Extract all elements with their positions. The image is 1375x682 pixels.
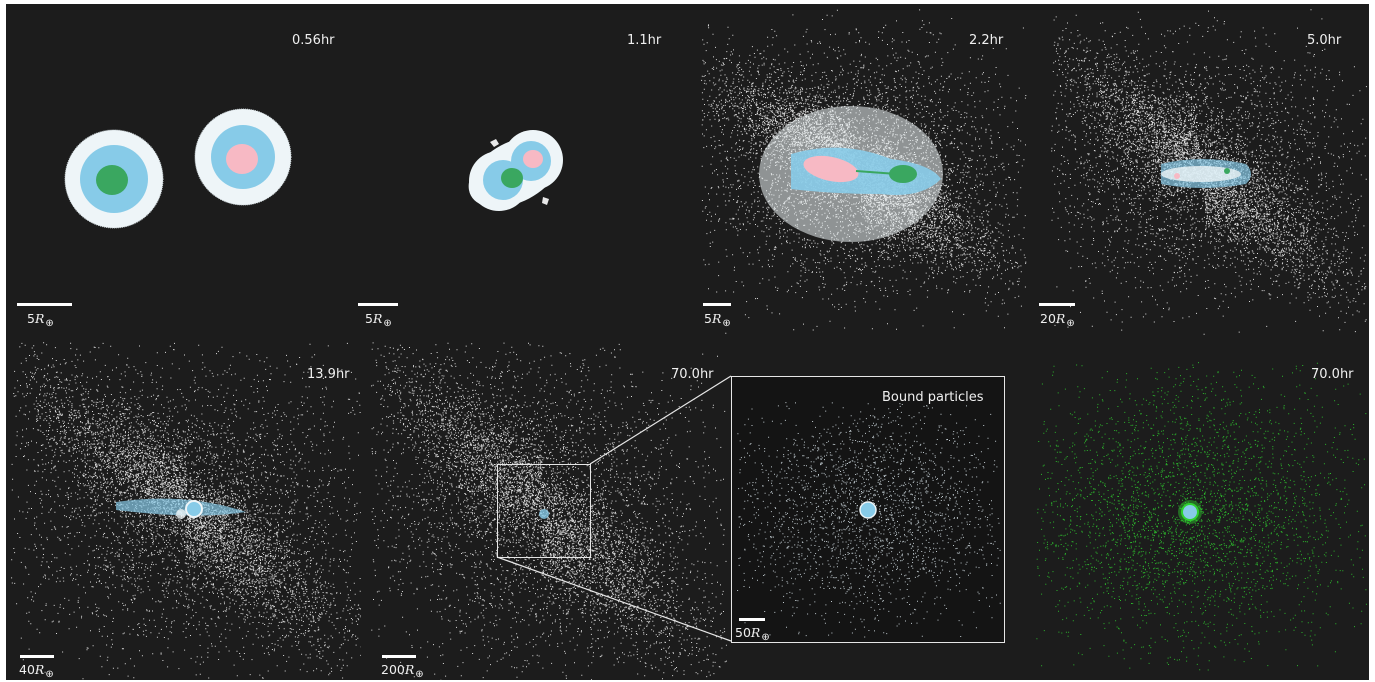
panel-13-9hr: 13.9hr 40R⊕ — [6, 342, 361, 680]
time-label: 0.56hr — [292, 33, 335, 48]
scale-bar — [20, 655, 54, 658]
scale-label: 200R⊕ — [381, 662, 424, 680]
scale-label: 5R⊕ — [27, 311, 54, 329]
collision-initial-bodies — [64, 108, 292, 229]
particle-points — [737, 402, 1001, 638]
particle-points — [11, 342, 361, 680]
inset-bound-particles: Bound particles 50R⊕ — [731, 376, 1005, 643]
figure-grid: 0.56hr 5R⊕ 1.1hr 5R⊕ — [6, 4, 1369, 680]
scale-bar — [739, 618, 765, 621]
remnant-core — [859, 501, 877, 519]
panel-70-0hr-green: 70.0hr — [1031, 342, 1369, 680]
scale-bar — [358, 303, 398, 306]
time-label: 70.0hr — [671, 367, 714, 382]
zoom-region-box — [497, 464, 591, 558]
scale-label: 20R⊕ — [1040, 311, 1075, 329]
collision-contact — [468, 130, 563, 211]
panel-5-0hr: 5.0hr 20R⊕ — [1031, 4, 1369, 342]
scale-label: 5R⊕ — [704, 311, 731, 329]
time-label: 5.0hr — [1307, 33, 1342, 48]
scale-label: 5R⊕ — [365, 311, 392, 329]
green-particle-cloud — [1036, 362, 1367, 671]
scale-bar — [17, 303, 72, 306]
panel-2-2hr: 2.2hr 5R⊕ — [691, 4, 1031, 342]
time-label: 13.9hr — [307, 367, 350, 382]
collision-debris-70-0hr — [371, 342, 727, 680]
panel-70-0hr: 70.0hr 200R⊕ — [361, 342, 731, 680]
collision-debris-2-2hr — [701, 9, 1027, 334]
time-label: 1.1hr — [627, 33, 662, 48]
time-label: 70.0hr — [1311, 367, 1354, 382]
scale-bar — [703, 303, 731, 306]
scale-label: 50R⊕ — [735, 625, 770, 643]
central-remnant — [1161, 159, 1251, 188]
panel-1-1hr: 1.1hr 5R⊕ — [351, 4, 691, 342]
particle-points — [1036, 362, 1367, 671]
scale-label: 40R⊕ — [19, 662, 54, 680]
scale-bar — [382, 655, 416, 658]
bound-particle-cloud — [737, 402, 1001, 638]
inset-title: Bound particles — [882, 390, 984, 405]
panel-0-56hr: 0.56hr 5R⊕ — [6, 4, 351, 342]
time-label: 2.2hr — [969, 33, 1004, 48]
remnant-core — [1181, 503, 1199, 521]
merging-cores — [759, 106, 943, 242]
central-remnant — [116, 498, 246, 519]
scale-bar — [1039, 303, 1075, 306]
central-remnant — [539, 509, 549, 519]
collision-debris-5-0hr — [1051, 9, 1367, 335]
collision-debris-13-9hr — [11, 342, 361, 680]
